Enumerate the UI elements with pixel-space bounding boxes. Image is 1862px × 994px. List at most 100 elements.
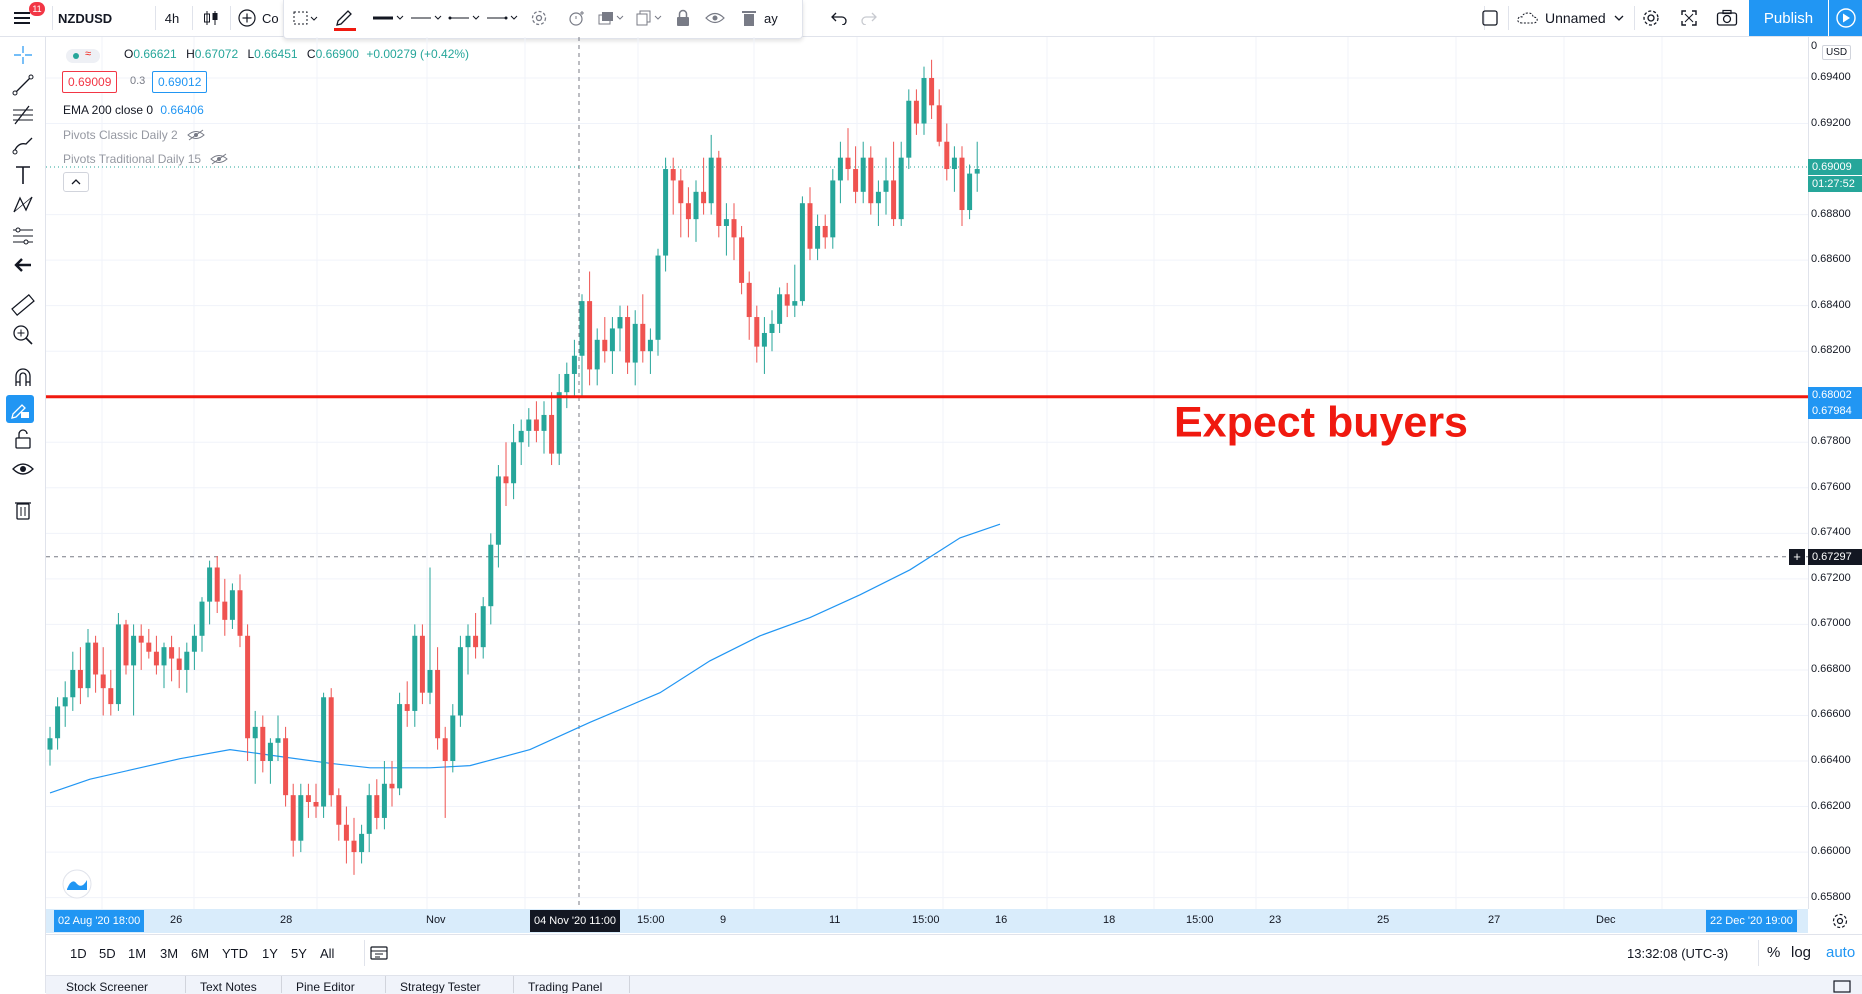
price-label: 0.68600 xyxy=(1811,253,1851,266)
range-button-1y[interactable]: 1Y xyxy=(262,946,278,961)
buy-price-button[interactable]: 0.69012 xyxy=(152,71,208,93)
candle xyxy=(93,642,99,675)
legend-status-dots[interactable]: ≈ xyxy=(66,47,100,64)
zoom-in-icon[interactable] xyxy=(10,322,36,348)
time-axis[interactable] xyxy=(46,909,1808,933)
compare-label[interactable]: Co xyxy=(262,10,279,26)
fullscreen-button[interactable] xyxy=(1676,0,1702,36)
annotation-expect-buyers[interactable]: Expect buyers xyxy=(1174,399,1468,447)
layout-dropdown[interactable] xyxy=(1612,0,1626,36)
range-button-6m[interactable]: 6M xyxy=(191,946,210,961)
gear-icon[interactable] xyxy=(1829,911,1851,931)
text-icon[interactable] xyxy=(10,162,36,188)
candle xyxy=(435,669,441,739)
fib-icon[interactable] xyxy=(10,102,36,128)
candle xyxy=(465,635,471,648)
legend-ema-200[interactable]: EMA 200 close 0 0.66406 xyxy=(63,103,204,117)
stay-drawing-button[interactable] xyxy=(6,395,34,423)
candle xyxy=(290,795,296,841)
range-button-ytd[interactable]: YTD xyxy=(222,946,248,961)
prediction-icon[interactable] xyxy=(10,222,36,248)
alert-button[interactable] xyxy=(564,0,590,36)
back-arrow-icon[interactable] xyxy=(10,252,36,278)
symbol-search[interactable]: NZDUSD xyxy=(58,10,113,26)
line-style-button[interactable] xyxy=(408,0,444,36)
interval-button[interactable]: 4h xyxy=(164,10,180,26)
candle xyxy=(944,141,950,170)
crosshair-icon[interactable] xyxy=(10,42,36,68)
trash-icon[interactable] xyxy=(10,497,36,523)
cloud-save-button[interactable] xyxy=(1516,0,1540,36)
candle xyxy=(921,77,927,124)
candle xyxy=(108,688,114,705)
collapse-legend-button[interactable] xyxy=(63,172,89,192)
tab-stock-screener[interactable]: Stock Screener xyxy=(52,976,186,993)
unlock-icon[interactable] xyxy=(10,426,36,452)
hide-drawing-button[interactable] xyxy=(702,0,728,36)
brush-icon[interactable] xyxy=(10,132,36,158)
drawing-select-button[interactable] xyxy=(290,0,320,36)
clock-display[interactable]: 13:32:08 (UTC-3) xyxy=(1627,946,1729,961)
candle xyxy=(685,203,691,220)
snapshot-button[interactable] xyxy=(1714,0,1740,36)
range-button-1d[interactable]: 1D xyxy=(70,946,87,961)
layout-name[interactable]: Unnamed xyxy=(1545,10,1606,26)
eye-icon[interactable] xyxy=(10,456,36,482)
visual-order-button[interactable] xyxy=(596,0,626,36)
tab-strategy-tester[interactable]: Strategy Tester xyxy=(386,976,514,993)
range-button-3m[interactable]: 3M xyxy=(160,946,179,961)
tradingview-logo[interactable] xyxy=(62,869,92,899)
candle xyxy=(860,157,866,192)
tab-pine-editor[interactable]: Pine Editor xyxy=(282,976,386,993)
candles-icon xyxy=(204,11,218,25)
replay-label[interactable]: ay xyxy=(764,10,778,26)
line-color-button[interactable] xyxy=(332,0,358,36)
trend-line-icon[interactable] xyxy=(10,72,36,98)
line-end-button[interactable] xyxy=(484,0,520,36)
legend-pivots-classic[interactable]: Pivots Classic Daily 2 xyxy=(63,127,205,142)
compare-button[interactable] xyxy=(236,0,258,36)
legend-pivots-traditional[interactable]: Pivots Traditional Daily 15 xyxy=(63,151,229,166)
range-button-5d[interactable]: 5D xyxy=(99,946,116,961)
candle xyxy=(815,225,821,249)
remove-drawing-button[interactable] xyxy=(736,0,762,36)
price-label: 0.68200 xyxy=(1811,344,1851,357)
publish-button[interactable]: Publish xyxy=(1749,0,1828,36)
date-range-icon[interactable] xyxy=(368,943,390,963)
line-start-button[interactable] xyxy=(446,0,482,36)
auto-scale-toggle[interactable]: auto xyxy=(1826,944,1856,961)
maximize-panel-icon[interactable] xyxy=(1832,979,1852,993)
settings-button[interactable] xyxy=(1638,0,1664,36)
candle xyxy=(632,323,638,363)
chart-type-button[interactable] xyxy=(198,0,224,36)
range-button-1m[interactable]: 1M xyxy=(128,946,147,961)
tab-text-notes[interactable]: Text Notes xyxy=(186,976,282,993)
candle xyxy=(875,191,881,204)
price-chart[interactable]: Expect buyers xyxy=(46,37,1808,909)
pattern-icon[interactable] xyxy=(10,192,36,218)
candle xyxy=(678,180,684,204)
eye-off-icon[interactable] xyxy=(210,153,229,165)
percent-scale-toggle[interactable]: % xyxy=(1767,944,1781,961)
layout-select-button[interactable] xyxy=(1480,0,1500,36)
ruler-icon[interactable] xyxy=(10,292,36,318)
range-button-5y[interactable]: 5Y xyxy=(291,946,307,961)
eye-off-icon[interactable] xyxy=(187,129,205,141)
replay-play-button[interactable] xyxy=(1829,0,1862,36)
log-scale-toggle[interactable]: log xyxy=(1791,944,1812,961)
magnet-icon[interactable] xyxy=(10,364,36,390)
redo-button[interactable] xyxy=(856,0,882,36)
drawing-settings-button[interactable] xyxy=(526,0,552,36)
lock-drawing-button[interactable] xyxy=(670,0,696,36)
tab-trading-panel[interactable]: Trading Panel xyxy=(514,976,630,993)
range-button-all[interactable]: All xyxy=(320,946,335,961)
undo-button[interactable] xyxy=(826,0,852,36)
add-alert-plus-button[interactable]: + xyxy=(1789,548,1805,565)
price-scale[interactable] xyxy=(1808,37,1862,909)
sell-price-button[interactable]: 0.69009 xyxy=(62,71,118,93)
line-width-button[interactable] xyxy=(370,0,406,36)
menu-button[interactable] xyxy=(8,0,36,36)
currency-label[interactable]: USD xyxy=(1822,45,1852,60)
clone-button[interactable] xyxy=(634,0,664,36)
candle xyxy=(100,674,106,689)
